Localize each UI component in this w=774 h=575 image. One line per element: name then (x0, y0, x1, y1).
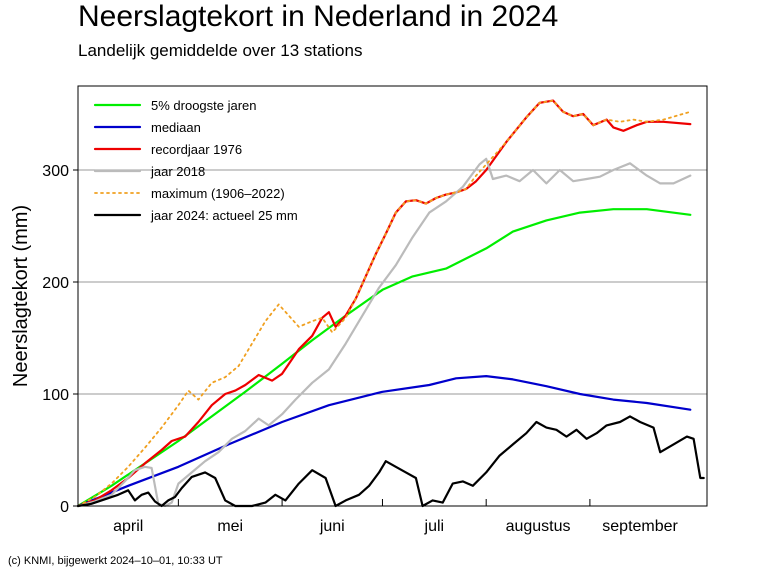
chart-subtitle: Landelijk gemiddelde over 13 stations (78, 41, 363, 60)
grid-lines (78, 169, 707, 395)
series-line-0 (76, 208, 692, 508)
series-line-1 (76, 375, 692, 508)
month-label-juni: juni (319, 518, 345, 535)
month-label-september: september (602, 518, 678, 535)
series-lines (76, 99, 705, 508)
legend-label-0: 5% droogste jaren (151, 98, 257, 113)
plot-frame (77, 85, 708, 507)
y-tick-label-300: 300 (42, 163, 69, 180)
legend-label-1: mediaan (151, 120, 201, 135)
legend-label-5: jaar 2024: actueel 25 mm (150, 208, 298, 223)
month-label-mei: mei (217, 518, 243, 535)
y-tick-label-0: 0 (60, 499, 69, 516)
y-tick-label-100: 100 (42, 387, 69, 404)
y-axis-title: Neerslagtekort (mm) (10, 205, 32, 387)
legend: 5% droogste jaren mediaan recordjaar 1976 j… (93, 98, 298, 223)
legend-label-3: jaar 2018 (150, 164, 205, 179)
legend-label-4: maximum (1906–2022) (151, 186, 285, 201)
y-ticks: 0 100 200 300 (42, 163, 78, 516)
month-ticks (177, 499, 591, 506)
month-label-augustus: augustus (506, 518, 571, 535)
x-tick-labels: april mei juni juli augustus september (113, 518, 678, 535)
series-line-5 (76, 415, 705, 508)
legend-label-2: recordjaar 1976 (151, 142, 242, 157)
credit-text: (c) KNMI, bijgewerkt 2024–10–01, 10:33 U… (8, 555, 223, 567)
series-line-2 (76, 99, 692, 508)
month-label-april: april (113, 518, 143, 535)
chart-title: Neerslagtekort in Nederland in 2024 (78, 0, 559, 33)
series-line-4 (77, 99, 692, 507)
month-label-juli: juli (424, 518, 445, 535)
y-tick-label-200: 200 (42, 275, 69, 292)
